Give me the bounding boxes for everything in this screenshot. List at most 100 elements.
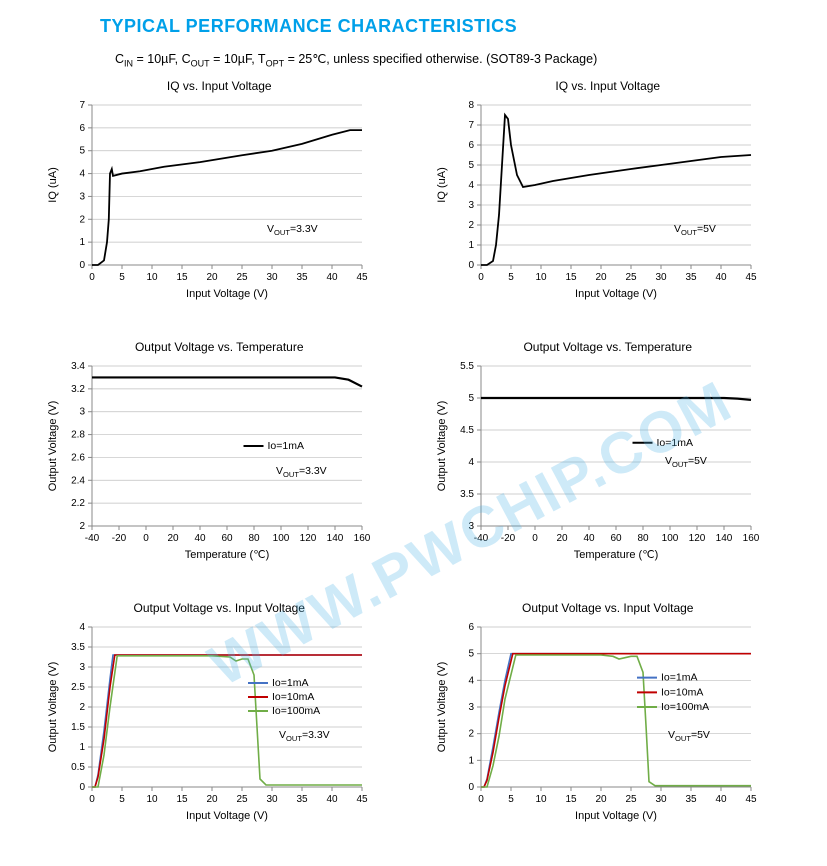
svg-text:0: 0 xyxy=(89,794,95,805)
svg-text:0: 0 xyxy=(80,260,86,271)
svg-text:25: 25 xyxy=(625,272,637,283)
svg-text:Temperature (℃): Temperature (℃) xyxy=(185,549,270,561)
svg-text:40: 40 xyxy=(583,533,595,544)
svg-text:20: 20 xyxy=(207,794,219,805)
svg-text:-20: -20 xyxy=(501,533,516,544)
svg-text:30: 30 xyxy=(655,794,667,805)
svg-text:30: 30 xyxy=(267,794,279,805)
svg-text:15: 15 xyxy=(177,794,189,805)
svg-text:Io=10mA: Io=10mA xyxy=(661,686,703,698)
svg-text:2.5: 2.5 xyxy=(71,682,85,693)
svg-text:3.4: 3.4 xyxy=(71,361,85,372)
svg-text:35: 35 xyxy=(685,272,697,283)
svg-text:5: 5 xyxy=(119,794,125,805)
svg-text:5: 5 xyxy=(119,272,125,283)
svg-text:20: 20 xyxy=(556,533,568,544)
svg-text:8: 8 xyxy=(468,100,474,111)
svg-text:20: 20 xyxy=(595,794,607,805)
svg-text:1: 1 xyxy=(468,755,474,766)
svg-text:2: 2 xyxy=(80,702,86,713)
chart-title: IQ vs. Input Voltage xyxy=(167,79,272,93)
svg-text:0: 0 xyxy=(468,260,474,271)
svg-text:4: 4 xyxy=(468,675,474,686)
svg-text:6: 6 xyxy=(80,122,86,133)
svg-text:1.5: 1.5 xyxy=(71,722,85,733)
svg-text:20: 20 xyxy=(168,533,180,544)
svg-text:0: 0 xyxy=(468,782,474,793)
svg-text:5: 5 xyxy=(508,794,514,805)
svg-text:Input Voltage (V): Input Voltage (V) xyxy=(575,288,657,300)
section-heading: TYPICAL PERFORMANCE CHARACTERISTICS xyxy=(100,16,807,37)
svg-text:6: 6 xyxy=(468,140,474,151)
svg-text:25: 25 xyxy=(625,794,637,805)
svg-text:4: 4 xyxy=(80,168,86,179)
chart-title: IQ vs. Input Voltage xyxy=(555,79,660,93)
svg-text:Output Voltage (V): Output Voltage (V) xyxy=(47,661,59,752)
chart-iq_vin_5: IQ vs. Input Voltage05101520253035404501… xyxy=(419,79,798,314)
svg-text:Io=100mA: Io=100mA xyxy=(272,705,320,717)
svg-text:25: 25 xyxy=(237,272,249,283)
svg-text:15: 15 xyxy=(565,794,577,805)
svg-text:3: 3 xyxy=(80,406,86,417)
svg-text:Io=1mA: Io=1mA xyxy=(272,677,308,689)
chart-vout_vin_5: Output Voltage vs. Input Voltage05101520… xyxy=(419,601,798,836)
svg-text:35: 35 xyxy=(297,794,309,805)
svg-text:10: 10 xyxy=(147,272,159,283)
svg-text:Io=1mA: Io=1mA xyxy=(268,440,304,452)
svg-text:0: 0 xyxy=(478,272,484,283)
svg-text:4: 4 xyxy=(468,180,474,191)
svg-text:2: 2 xyxy=(80,521,86,532)
svg-text:120: 120 xyxy=(688,533,705,544)
svg-text:20: 20 xyxy=(595,272,607,283)
svg-text:Io=1mA: Io=1mA xyxy=(661,671,697,683)
chart-title: Output Voltage vs. Input Voltage xyxy=(134,601,305,615)
svg-text:IQ (uA): IQ (uA) xyxy=(436,167,448,202)
svg-text:3: 3 xyxy=(468,702,474,713)
svg-text:2: 2 xyxy=(468,220,474,231)
svg-text:3: 3 xyxy=(468,521,474,532)
svg-text:140: 140 xyxy=(715,533,732,544)
chart-vout_temp_33: Output Voltage vs. Temperature-40-200204… xyxy=(30,340,409,575)
svg-text:80: 80 xyxy=(249,533,261,544)
chart-iq_vin_33: IQ vs. Input Voltage05101520253035404501… xyxy=(30,79,409,314)
svg-text:0: 0 xyxy=(80,782,86,793)
svg-text:0: 0 xyxy=(532,533,538,544)
svg-text:30: 30 xyxy=(267,272,279,283)
svg-text:80: 80 xyxy=(637,533,649,544)
svg-text:3.5: 3.5 xyxy=(460,489,474,500)
svg-text:60: 60 xyxy=(610,533,622,544)
svg-text:Input Voltage (V): Input Voltage (V) xyxy=(186,288,268,300)
svg-text:0: 0 xyxy=(89,272,95,283)
svg-text:Io=10mA: Io=10mA xyxy=(272,691,314,703)
svg-text:5.5: 5.5 xyxy=(460,361,474,372)
svg-text:Input Voltage (V): Input Voltage (V) xyxy=(575,810,657,822)
svg-text:45: 45 xyxy=(357,794,369,805)
svg-text:7: 7 xyxy=(468,120,474,131)
svg-text:0: 0 xyxy=(143,533,149,544)
svg-text:-20: -20 xyxy=(112,533,127,544)
svg-text:IQ (uA): IQ (uA) xyxy=(47,167,59,202)
svg-text:4: 4 xyxy=(468,457,474,468)
svg-text:Io=100mA: Io=100mA xyxy=(661,701,709,713)
chart-vout_temp_5: Output Voltage vs. Temperature-40-200204… xyxy=(419,340,798,575)
svg-text:5: 5 xyxy=(80,145,86,156)
svg-text:3: 3 xyxy=(80,662,86,673)
svg-text:10: 10 xyxy=(147,794,159,805)
svg-text:Output Voltage (V): Output Voltage (V) xyxy=(47,400,59,491)
svg-text:100: 100 xyxy=(661,533,678,544)
svg-text:5: 5 xyxy=(508,272,514,283)
svg-text:4: 4 xyxy=(80,622,86,633)
svg-text:1: 1 xyxy=(468,240,474,251)
svg-text:2: 2 xyxy=(468,728,474,739)
svg-text:25: 25 xyxy=(237,794,249,805)
svg-text:3: 3 xyxy=(80,191,86,202)
svg-text:40: 40 xyxy=(715,272,727,283)
svg-text:2.8: 2.8 xyxy=(71,429,85,440)
svg-text:40: 40 xyxy=(195,533,207,544)
chart-vout_vin_33: Output Voltage vs. Input Voltage05101520… xyxy=(30,601,409,836)
svg-text:100: 100 xyxy=(273,533,290,544)
svg-text:40: 40 xyxy=(715,794,727,805)
svg-text:2.6: 2.6 xyxy=(71,452,85,463)
chart-title: Output Voltage vs. Temperature xyxy=(135,340,304,354)
svg-text:10: 10 xyxy=(535,794,547,805)
